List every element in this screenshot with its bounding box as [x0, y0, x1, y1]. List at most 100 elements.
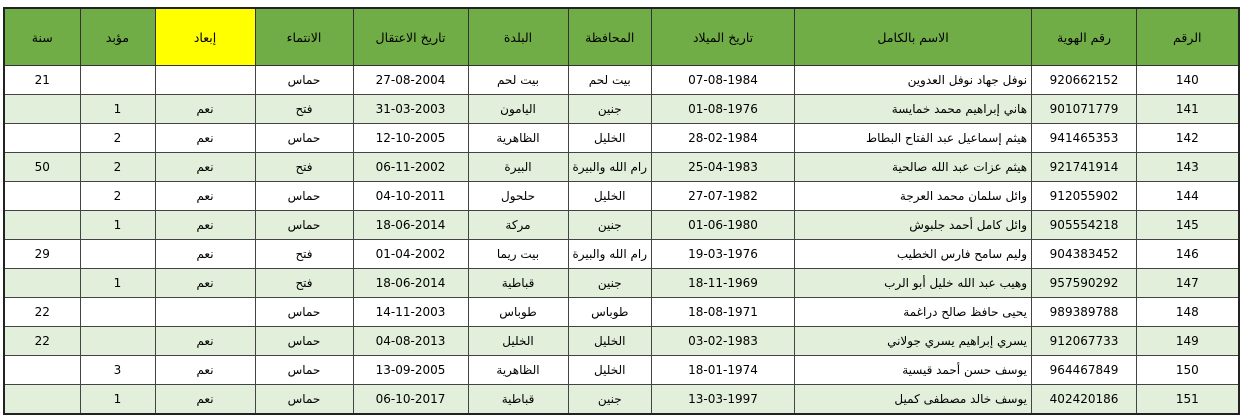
cell-governorate: جنين — [567, 384, 653, 415]
cell-affiliation: حماس — [254, 123, 354, 153]
cell-full-name: وهيب عبد الله خليل أبو الرب — [794, 268, 1033, 298]
table-row: 146 904383452 وليم سامح فارس الخطيب 19-03-1… — [3, 239, 1240, 269]
cell-birth-date: 18-08-1971 — [651, 297, 796, 327]
cell-years — [3, 94, 81, 124]
cell-row-number: 147 — [1136, 268, 1240, 298]
cell-arrest-date: 06-10-2017 — [352, 384, 469, 415]
cell-years — [3, 181, 81, 211]
cell-years — [3, 210, 81, 240]
cell-town: الخليل — [467, 326, 569, 356]
cell-row-number: 148 — [1136, 297, 1240, 327]
cell-governorate: الخليل — [567, 181, 653, 211]
cell-affiliation: حماس — [254, 65, 354, 95]
cell-birth-date: 03-02-1983 — [651, 326, 796, 356]
header-row: الرقم رقم الهوية الاسم بالكامل تاريخ الميلا… — [3, 7, 1240, 66]
cell-full-name: نوفل جهاد نوفل العدوين — [794, 65, 1033, 95]
cell-affiliation: فتح — [254, 152, 354, 182]
cell-row-number: 144 — [1136, 181, 1240, 211]
cell-id-number: 402420186 — [1031, 384, 1138, 415]
cell-life-sentences — [79, 65, 156, 95]
cell-town: الظاهرية — [467, 123, 569, 153]
cell-birth-date: 25-04-1983 — [651, 152, 796, 182]
cell-governorate: جنين — [567, 210, 653, 240]
cell-life-sentences: 2 — [79, 123, 156, 153]
cell-arrest-date: 31-03-2003 — [352, 94, 469, 124]
cell-affiliation: حماس — [254, 326, 354, 356]
cell-town: قباطية — [467, 268, 569, 298]
cell-affiliation: حماس — [254, 210, 354, 240]
cell-birth-date: 07-08-1984 — [651, 65, 796, 95]
cell-full-name: يوسف خالد مصطفى كميل — [794, 384, 1033, 415]
cell-id-number: 905554218 — [1031, 210, 1138, 240]
cell-row-number: 143 — [1136, 152, 1240, 182]
cell-arrest-date: 18-06-2014 — [352, 210, 469, 240]
cell-affiliation: حماس — [254, 384, 354, 415]
table-row: 140 920662152 نوفل جهاد نوفل العدوين 07-08-… — [3, 65, 1240, 95]
header-full-name: الاسم بالكامل — [794, 7, 1033, 66]
cell-row-number: 151 — [1136, 384, 1240, 415]
cell-life-sentences — [79, 239, 156, 269]
cell-full-name: يحيى حافظ صالح دراغمة — [794, 297, 1033, 327]
cell-full-name: وليم سامح فارس الخطيب — [794, 239, 1033, 269]
cell-governorate: الخليل — [567, 326, 653, 356]
cell-town: البيرة — [467, 152, 569, 182]
cell-town: حلحول — [467, 181, 569, 211]
cell-row-number: 141 — [1136, 94, 1240, 124]
header-row-number: الرقم — [1136, 7, 1240, 66]
cell-life-sentences: 1 — [79, 210, 156, 240]
cell-years: 22 — [3, 297, 81, 327]
cell-row-number: 145 — [1136, 210, 1240, 240]
cell-id-number: 964467849 — [1031, 355, 1138, 385]
cell-full-name: هيثم إسماعيل عبد الفتاح البطاط — [794, 123, 1033, 153]
cell-row-number: 140 — [1136, 65, 1240, 95]
cell-arrest-date: 06-11-2002 — [352, 152, 469, 182]
cell-governorate: رام الله والبيرة — [567, 152, 653, 182]
table-row: 147 957590292 وهيب عبد الله خليل أبو الرب 1… — [3, 268, 1240, 298]
cell-governorate: جنين — [567, 268, 653, 298]
cell-governorate: الخليل — [567, 123, 653, 153]
cell-governorate: بيت لحم — [567, 65, 653, 95]
cell-affiliation: فتح — [254, 239, 354, 269]
cell-full-name: هيثم عزات عبد الله صالحية — [794, 152, 1033, 182]
cell-birth-date: 13-03-1997 — [651, 384, 796, 415]
cell-row-number: 149 — [1136, 326, 1240, 356]
cell-life-sentences: 1 — [79, 384, 156, 415]
cell-years: 50 — [3, 152, 81, 182]
cell-deportation — [154, 65, 256, 95]
cell-years: 21 — [3, 65, 81, 95]
cell-affiliation: فتح — [254, 268, 354, 298]
table-row: 142 941465353 هيثم إسماعيل عبد الفتاح البط… — [3, 123, 1240, 153]
cell-id-number: 901071779 — [1031, 94, 1138, 124]
cell-life-sentences: 1 — [79, 268, 156, 298]
cell-deportation: نعم — [154, 384, 256, 415]
cell-years — [3, 355, 81, 385]
cell-id-number: 989389788 — [1031, 297, 1138, 327]
cell-id-number: 921741914 — [1031, 152, 1138, 182]
cell-life-sentences: 2 — [79, 152, 156, 182]
cell-id-number: 941465353 — [1031, 123, 1138, 153]
cell-id-number: 920662152 — [1031, 65, 1138, 95]
cell-affiliation: حماس — [254, 355, 354, 385]
cell-life-sentences: 2 — [79, 181, 156, 211]
cell-arrest-date: 12-10-2005 — [352, 123, 469, 153]
cell-town: مركة — [467, 210, 569, 240]
cell-row-number: 142 — [1136, 123, 1240, 153]
cell-full-name: يسري إبراهيم يسري جولاني — [794, 326, 1033, 356]
cell-arrest-date: 13-09-2005 — [352, 355, 469, 385]
cell-birth-date: 01-08-1976 — [651, 94, 796, 124]
cell-town: قباطية — [467, 384, 569, 415]
cell-life-sentences — [79, 297, 156, 327]
cell-deportation — [154, 297, 256, 327]
cell-deportation: نعم — [154, 123, 256, 153]
cell-arrest-date: 27-08-2004 — [352, 65, 469, 95]
table-row: 143 921741914 هيثم عزات عبد الله صالحية 25-… — [3, 152, 1240, 182]
header-town: البلدة — [467, 7, 569, 66]
table-row: 148 989389788 يحيى حافظ صالح دراغمة 18-08-1… — [3, 297, 1240, 327]
cell-governorate: جنين — [567, 94, 653, 124]
cell-life-sentences — [79, 326, 156, 356]
cell-deportation: نعم — [154, 181, 256, 211]
cell-years: 22 — [3, 326, 81, 356]
table-row: 150 964467849 يوسف حسن أحمد قيسية 18-01-197… — [3, 355, 1240, 385]
cell-years — [3, 123, 81, 153]
cell-deportation: نعم — [154, 152, 256, 182]
